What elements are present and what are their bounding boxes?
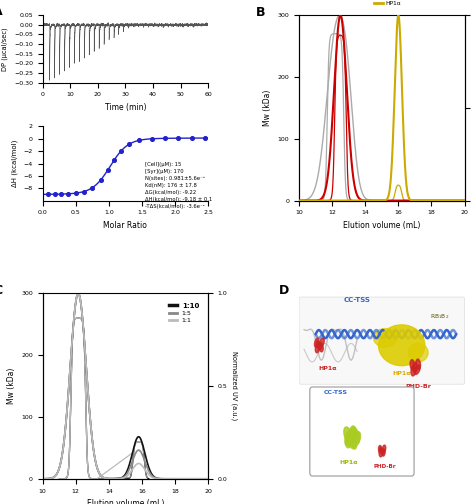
Point xyxy=(57,190,65,198)
Y-axis label: Mw (kDa): Mw (kDa) xyxy=(7,368,16,404)
Ellipse shape xyxy=(379,450,382,457)
Y-axis label: Mw (kDa): Mw (kDa) xyxy=(263,90,272,126)
Ellipse shape xyxy=(345,431,353,448)
FancyBboxPatch shape xyxy=(299,297,465,384)
Ellipse shape xyxy=(317,341,321,350)
Point xyxy=(89,183,96,192)
X-axis label: Molar Ratio: Molar Ratio xyxy=(103,221,147,230)
X-axis label: Elution volume (mL): Elution volume (mL) xyxy=(87,499,164,504)
Point xyxy=(44,191,52,199)
Point xyxy=(110,156,118,164)
Ellipse shape xyxy=(380,448,384,454)
Text: CC-TSS: CC-TSS xyxy=(323,390,347,395)
Ellipse shape xyxy=(350,426,357,443)
Text: A: A xyxy=(0,5,3,18)
Point xyxy=(148,135,155,143)
Text: HP1α: HP1α xyxy=(318,366,337,370)
Ellipse shape xyxy=(319,338,324,347)
Point xyxy=(104,166,111,174)
Point xyxy=(64,190,72,198)
Ellipse shape xyxy=(411,366,416,376)
Text: D: D xyxy=(279,284,290,297)
Ellipse shape xyxy=(410,360,415,370)
Ellipse shape xyxy=(408,343,428,362)
Point xyxy=(201,134,209,142)
Ellipse shape xyxy=(344,427,352,443)
Ellipse shape xyxy=(374,329,397,347)
Text: CC-TSS: CC-TSS xyxy=(344,296,370,302)
Ellipse shape xyxy=(378,446,382,453)
Ellipse shape xyxy=(346,434,356,449)
Text: PHD-Br: PHD-Br xyxy=(374,464,396,469)
Point xyxy=(188,134,195,142)
Text: PHD-Br: PHD-Br xyxy=(405,384,431,389)
X-axis label: Elution volume (mL): Elution volume (mL) xyxy=(343,221,420,230)
Point xyxy=(117,147,125,155)
Ellipse shape xyxy=(315,344,319,353)
Ellipse shape xyxy=(415,365,420,374)
Point xyxy=(72,189,80,197)
Y-axis label: DP (µcal/sec): DP (µcal/sec) xyxy=(2,27,9,71)
Text: HP1α: HP1α xyxy=(392,371,411,376)
Ellipse shape xyxy=(416,359,420,369)
Text: HP1α: HP1α xyxy=(339,460,358,465)
Ellipse shape xyxy=(351,431,361,448)
Ellipse shape xyxy=(383,445,386,452)
Ellipse shape xyxy=(382,449,385,456)
Ellipse shape xyxy=(319,343,323,352)
Legend: Compex, KAP1 FL, HP1α: Compex, KAP1 FL, HP1α xyxy=(372,0,411,8)
Point xyxy=(125,141,132,149)
Text: B: B xyxy=(256,6,265,19)
Ellipse shape xyxy=(412,362,417,372)
Text: C: C xyxy=(0,284,2,297)
Point xyxy=(97,176,105,184)
FancyBboxPatch shape xyxy=(310,387,414,476)
Point xyxy=(135,137,142,145)
Y-axis label: Normalized UV (a.u.): Normalized UV (a.u.) xyxy=(231,351,237,421)
Point xyxy=(51,190,58,198)
Point xyxy=(161,134,169,142)
Ellipse shape xyxy=(314,338,319,347)
X-axis label: Time (min): Time (min) xyxy=(105,103,146,112)
Legend: 1:10, 1:5, 1:1: 1:10, 1:5, 1:1 xyxy=(167,300,201,326)
Point xyxy=(174,134,182,142)
Y-axis label: ΔH (kcal/mol): ΔH (kcal/mol) xyxy=(12,140,18,187)
Text: [Cell](μM): 15
[Syr](μM): 170
N(sites): 0.981±5.6e⁻³
Kd(nM): 176 ± 17.8
ΔG(kcal/: [Cell](μM): 15 [Syr](μM): 170 N(sites): … xyxy=(145,162,212,209)
Point xyxy=(80,187,88,196)
Ellipse shape xyxy=(351,428,359,444)
Ellipse shape xyxy=(379,325,425,366)
Text: RB$_1$B$_2$: RB$_1$B$_2$ xyxy=(430,312,449,321)
Ellipse shape xyxy=(345,431,356,445)
